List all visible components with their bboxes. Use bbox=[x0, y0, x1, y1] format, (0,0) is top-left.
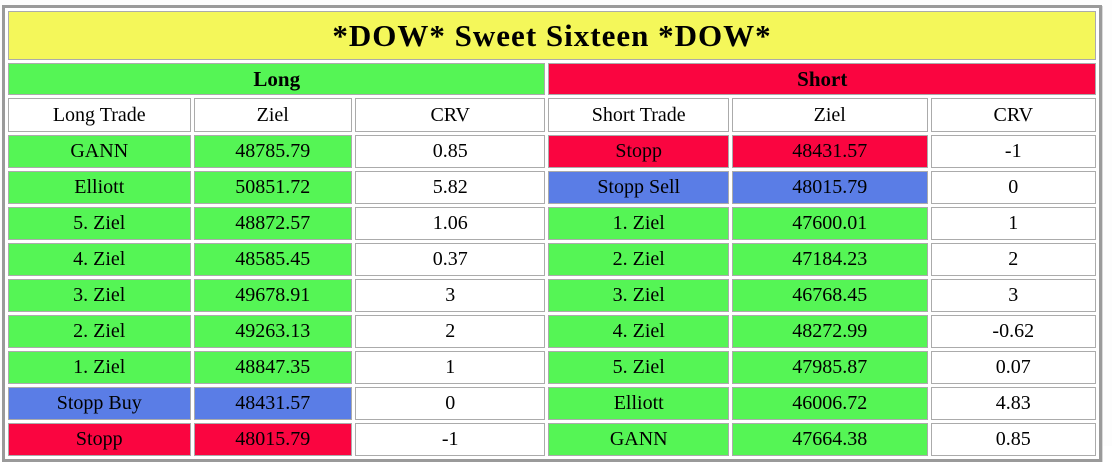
long-crv-cell: 0 bbox=[354, 387, 546, 420]
table-row: 1. Ziel 48847.35 1 5. Ziel 47985.87 0.07 bbox=[8, 351, 1096, 384]
long-ziel-cell: 48585.45 bbox=[193, 243, 352, 276]
table-row: Stopp 48015.79 -1 GANN 47664.38 0.85 bbox=[8, 423, 1096, 456]
column-header-short-crv: CRV bbox=[930, 98, 1096, 132]
short-trade-cell: 5. Ziel bbox=[548, 351, 729, 384]
short-ziel-cell: 46006.72 bbox=[731, 387, 928, 420]
short-ziel-cell: 47600.01 bbox=[731, 207, 928, 240]
short-crv-cell: 2 bbox=[930, 243, 1096, 276]
long-crv-cell: -1 bbox=[354, 423, 546, 456]
long-crv-cell: 0.37 bbox=[354, 243, 546, 276]
short-crv-cell: 3 bbox=[930, 279, 1096, 312]
short-trade-cell: 1. Ziel bbox=[548, 207, 729, 240]
short-trade-cell: 4. Ziel bbox=[548, 315, 729, 348]
table-row: Stopp Buy 48431.57 0 Elliott 46006.72 4.… bbox=[8, 387, 1096, 420]
short-crv-cell: -1 bbox=[930, 135, 1096, 168]
table-row: Elliott 50851.72 5.82 Stopp Sell 48015.7… bbox=[8, 171, 1096, 204]
sweet-sixteen-table: *DOW* Sweet Sixteen *DOW* Long Short Lon… bbox=[2, 5, 1102, 462]
column-header-long-trade: Long Trade bbox=[8, 98, 191, 132]
long-trade-cell: 4. Ziel bbox=[8, 243, 191, 276]
long-trade-cell: Stopp Buy bbox=[8, 387, 191, 420]
column-header-short-trade: Short Trade bbox=[548, 98, 729, 132]
long-trade-cell: 3. Ziel bbox=[8, 279, 191, 312]
long-trade-cell: Stopp bbox=[8, 423, 191, 456]
table-title: *DOW* Sweet Sixteen *DOW* bbox=[8, 11, 1096, 60]
long-crv-cell: 3 bbox=[354, 279, 546, 312]
long-ziel-cell: 48785.79 bbox=[193, 135, 352, 168]
short-trade-cell: 3. Ziel bbox=[548, 279, 729, 312]
long-ziel-cell: 49263.13 bbox=[193, 315, 352, 348]
short-crv-cell: 4.83 bbox=[930, 387, 1096, 420]
title-row: *DOW* Sweet Sixteen *DOW* bbox=[8, 11, 1096, 60]
short-trade-cell: Stopp bbox=[548, 135, 729, 168]
table-row: 3. Ziel 49678.91 3 3. Ziel 46768.45 3 bbox=[8, 279, 1096, 312]
short-ziel-cell: 47184.23 bbox=[731, 243, 928, 276]
short-section-header: Short bbox=[548, 63, 1096, 95]
short-ziel-cell: 48431.57 bbox=[731, 135, 928, 168]
short-crv-cell: 0.07 bbox=[930, 351, 1096, 384]
long-trade-cell: GANN bbox=[8, 135, 191, 168]
long-trade-cell: 1. Ziel bbox=[8, 351, 191, 384]
column-header-long-ziel: Ziel bbox=[193, 98, 352, 132]
column-header-row: Long Trade Ziel CRV Short Trade Ziel CRV bbox=[8, 98, 1096, 132]
short-trade-cell: Elliott bbox=[548, 387, 729, 420]
short-trade-cell: Stopp Sell bbox=[548, 171, 729, 204]
long-crv-cell: 0.85 bbox=[354, 135, 546, 168]
long-ziel-cell: 48847.35 bbox=[193, 351, 352, 384]
long-trade-cell: 5. Ziel bbox=[8, 207, 191, 240]
column-header-long-crv: CRV bbox=[354, 98, 546, 132]
short-ziel-cell: 46768.45 bbox=[731, 279, 928, 312]
long-crv-cell: 2 bbox=[354, 315, 546, 348]
long-crv-cell: 5.82 bbox=[354, 171, 546, 204]
column-header-short-ziel: Ziel bbox=[731, 98, 928, 132]
short-ziel-cell: 47985.87 bbox=[731, 351, 928, 384]
short-ziel-cell: 47664.38 bbox=[731, 423, 928, 456]
long-ziel-cell: 48015.79 bbox=[193, 423, 352, 456]
long-section-header: Long bbox=[8, 63, 546, 95]
section-header-row: Long Short bbox=[8, 63, 1096, 95]
long-ziel-cell: 50851.72 bbox=[193, 171, 352, 204]
table-row: 2. Ziel 49263.13 2 4. Ziel 48272.99 -0.6… bbox=[8, 315, 1096, 348]
page: *DOW* Sweet Sixteen *DOW* Long Short Lon… bbox=[2, 5, 1102, 462]
long-ziel-cell: 48872.57 bbox=[193, 207, 352, 240]
long-crv-cell: 1 bbox=[354, 351, 546, 384]
long-ziel-cell: 49678.91 bbox=[193, 279, 352, 312]
table-row: GANN 48785.79 0.85 Stopp 48431.57 -1 bbox=[8, 135, 1096, 168]
long-trade-cell: Elliott bbox=[8, 171, 191, 204]
short-crv-cell: 1 bbox=[930, 207, 1096, 240]
short-crv-cell: 0.85 bbox=[930, 423, 1096, 456]
long-crv-cell: 1.06 bbox=[354, 207, 546, 240]
table-row: 5. Ziel 48872.57 1.06 1. Ziel 47600.01 1 bbox=[8, 207, 1096, 240]
long-trade-cell: 2. Ziel bbox=[8, 315, 191, 348]
short-trade-cell: GANN bbox=[548, 423, 729, 456]
table-row: 4. Ziel 48585.45 0.37 2. Ziel 47184.23 2 bbox=[8, 243, 1096, 276]
short-crv-cell: 0 bbox=[930, 171, 1096, 204]
short-ziel-cell: 48272.99 bbox=[731, 315, 928, 348]
short-ziel-cell: 48015.79 bbox=[731, 171, 928, 204]
short-trade-cell: 2. Ziel bbox=[548, 243, 729, 276]
long-ziel-cell: 48431.57 bbox=[193, 387, 352, 420]
short-crv-cell: -0.62 bbox=[930, 315, 1096, 348]
